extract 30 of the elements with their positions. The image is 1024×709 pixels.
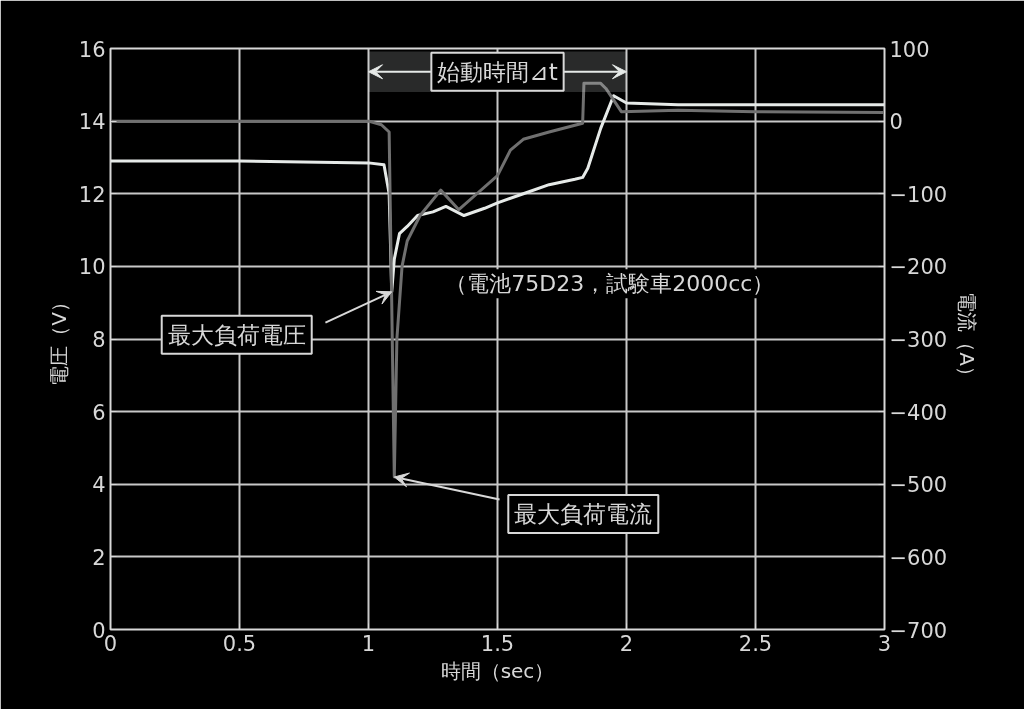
y2-tick-label: 100	[889, 37, 930, 62]
y2-tick-label: −500	[889, 473, 948, 498]
x-axis-title: 時間（sec）	[440, 658, 555, 683]
y-tick-label: 8	[92, 328, 106, 352]
annotation: 最大負荷電圧	[167, 321, 306, 348]
y2-tick-label: −100	[889, 182, 948, 207]
x-tick-label: 3	[877, 631, 892, 656]
y-tick-label: 10	[78, 255, 106, 280]
y2-tick-label: 0	[889, 110, 903, 135]
x-tick-label: 2	[619, 631, 634, 656]
x-tick-label: 2.5	[738, 631, 773, 656]
annotation: 最大負荷電流	[514, 500, 653, 527]
y2-tick-label: −300	[889, 328, 948, 352]
y-tick-label: 14	[78, 110, 106, 135]
y2-tick-label: −200	[889, 255, 948, 280]
y-tick-label: 2	[92, 545, 106, 570]
y-tick-label: 12	[78, 182, 106, 207]
y-tick-label: 4	[92, 473, 106, 498]
y2-axis-title: 電流（A）	[955, 292, 980, 386]
y-tick-label: 6	[92, 400, 106, 425]
x-tick-label: 1.5	[480, 631, 515, 656]
y2-tick-label: −700	[889, 618, 948, 643]
y2-tick-label: −600	[889, 545, 948, 570]
x-tick-label: 1	[361, 631, 376, 656]
annotation: （電池75D23，試験車2000cc）	[445, 271, 775, 297]
y-axis-title: 電圧（V）	[46, 292, 71, 386]
y-tick-label: 16	[78, 37, 106, 62]
band-label: 始動時間⊿t	[437, 58, 558, 85]
x-tick-label: 0.5	[222, 631, 257, 656]
y2-tick-label: −400	[889, 400, 948, 425]
